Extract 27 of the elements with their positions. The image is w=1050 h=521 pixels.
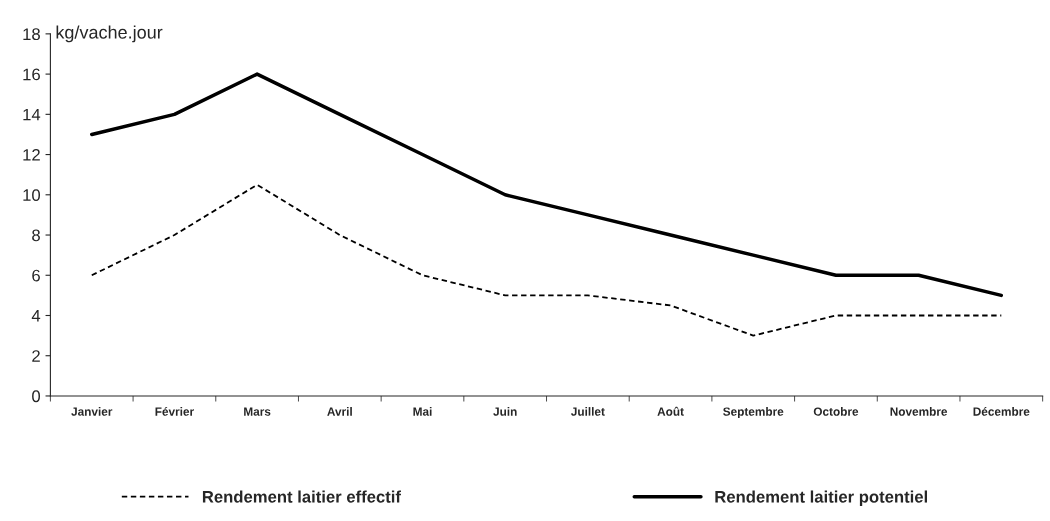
y-tick-label: 14 xyxy=(23,108,41,121)
x-tick-label: Décembre xyxy=(973,406,1030,416)
x-tick-label: Septembre xyxy=(723,407,784,419)
y-tick-label: 16 xyxy=(23,68,40,81)
y-tick-label: 0 xyxy=(32,390,41,403)
y-tick-label: 6 xyxy=(32,269,40,282)
y-axis-title: kg/vache.jour xyxy=(56,25,163,43)
y-tick-label: 8 xyxy=(32,229,40,242)
x-tick-label: Juin xyxy=(493,407,517,416)
x-tick-label: Juillet xyxy=(570,407,605,416)
legend-label: Rendement laitier effectif xyxy=(202,490,401,503)
x-tick-label: Mars xyxy=(244,407,271,416)
line-series xyxy=(90,72,1004,298)
x-tick-label: Novembre xyxy=(890,407,948,416)
y-tick-label: 18 xyxy=(23,28,40,41)
x-tick-label: Août xyxy=(657,406,684,416)
x-tick-label: Avril xyxy=(327,407,352,416)
line-series xyxy=(90,183,1003,337)
y-tick-label: 4 xyxy=(31,310,41,322)
legend-label: Rendement laitier potentiel xyxy=(715,490,928,506)
x-tick-label: Janvier xyxy=(71,407,113,416)
y-tick-label: 12 xyxy=(23,148,40,161)
x-tick-label: Octobre xyxy=(813,407,859,416)
x-tick-label: Février xyxy=(155,406,194,416)
x-tick-label: Mai xyxy=(413,407,432,416)
y-tick-label: 10 xyxy=(23,189,41,201)
y-tick-label: 2 xyxy=(32,350,40,362)
